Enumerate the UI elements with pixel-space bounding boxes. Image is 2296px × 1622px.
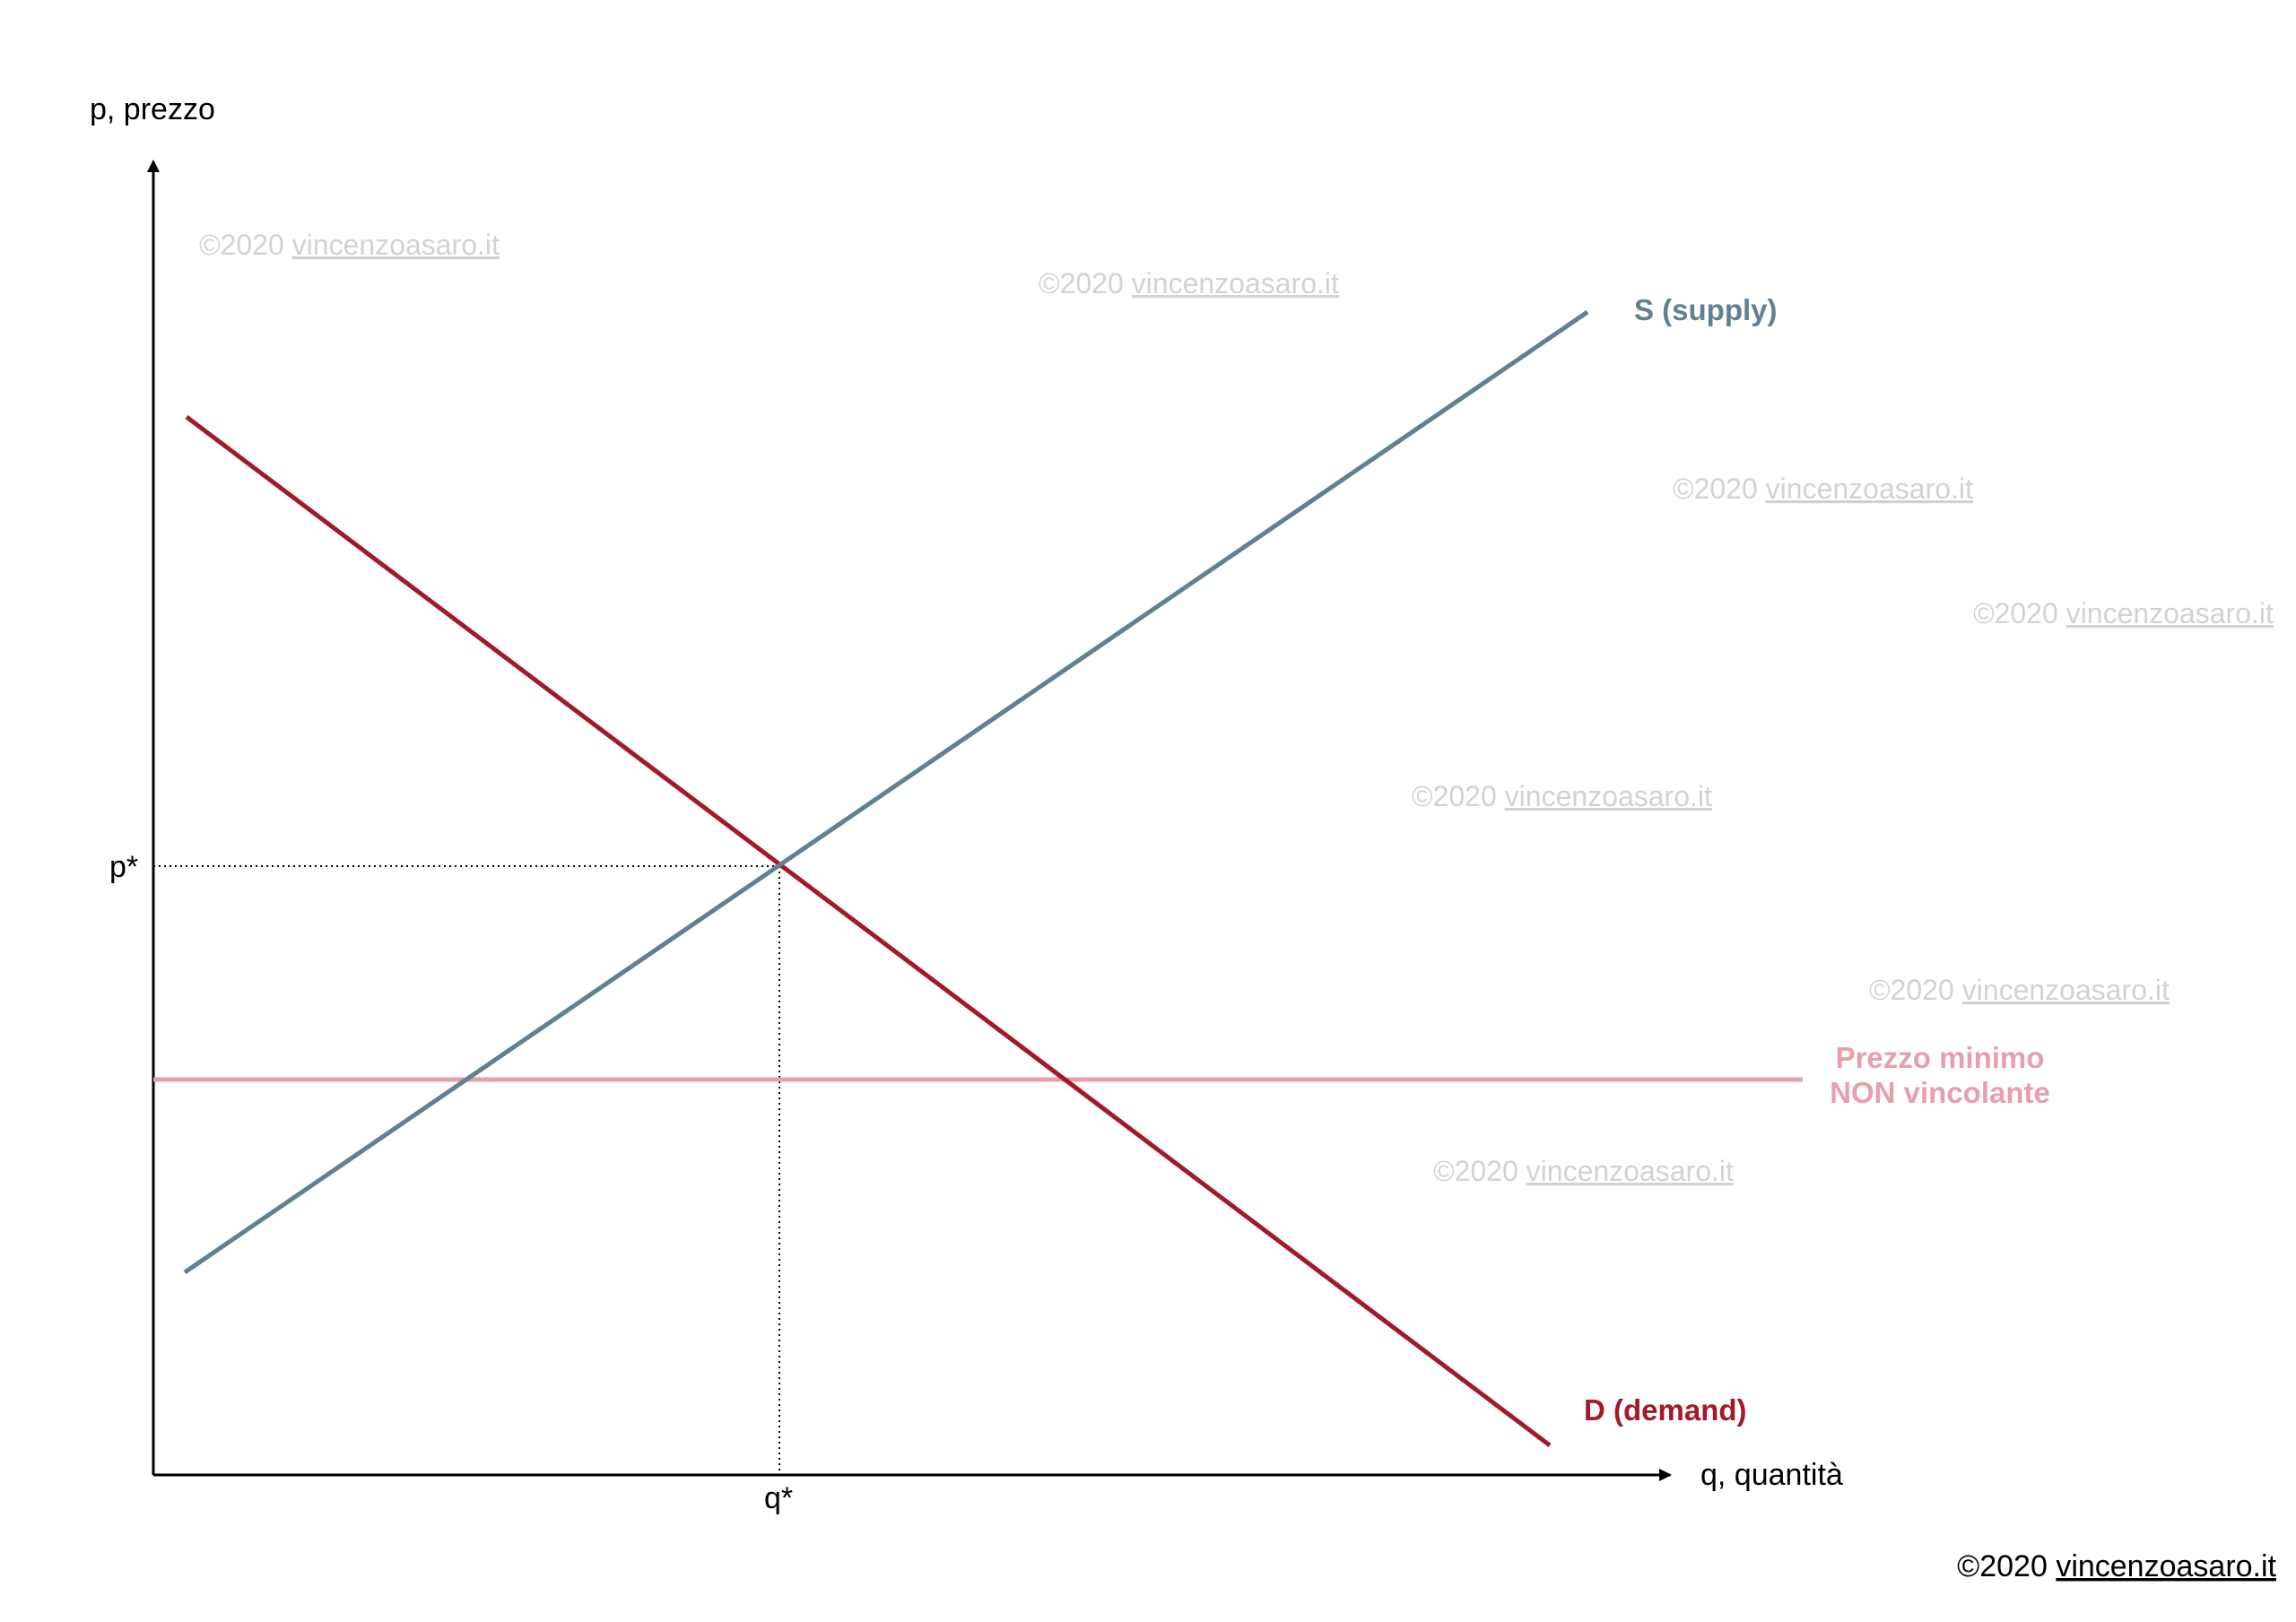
- price-floor-label-line2: NON vincolante: [1830, 1076, 2050, 1109]
- demand-label: D (demand): [1584, 1393, 1747, 1427]
- supply-curve: [183, 309, 1589, 1275]
- x-axis-label: q, quantità: [1700, 1458, 1843, 1492]
- copyright-notice: ©2020 vincenzoasaro.it: [1957, 1549, 2276, 1583]
- q-star-label: q*: [764, 1481, 793, 1515]
- watermark: ©2020 vincenzoasaro.it: [1433, 1155, 1734, 1187]
- watermark: ©2020 vincenzoasaro.it: [1869, 974, 2170, 1006]
- supply-label: S (supply): [1634, 293, 1778, 326]
- watermark: ©2020 vincenzoasaro.it: [1412, 780, 1712, 812]
- watermark: ©2020 vincenzoasaro.it: [199, 229, 500, 261]
- y-axis-label: p, prezzo: [90, 92, 215, 126]
- watermarks: ©2020 vincenzoasaro.it ©2020 vincenzoasa…: [199, 229, 2274, 1187]
- p-star-label: p*: [109, 850, 138, 884]
- watermark: ©2020 vincenzoasaro.it: [1673, 473, 1973, 505]
- watermark: ©2020 vincenzoasaro.it: [1973, 597, 2274, 629]
- watermark: ©2020 vincenzoasaro.it: [1039, 267, 1339, 299]
- price-floor-label-line1: Prezzo minimo: [1836, 1041, 2045, 1074]
- demand-curve: [185, 415, 1552, 1447]
